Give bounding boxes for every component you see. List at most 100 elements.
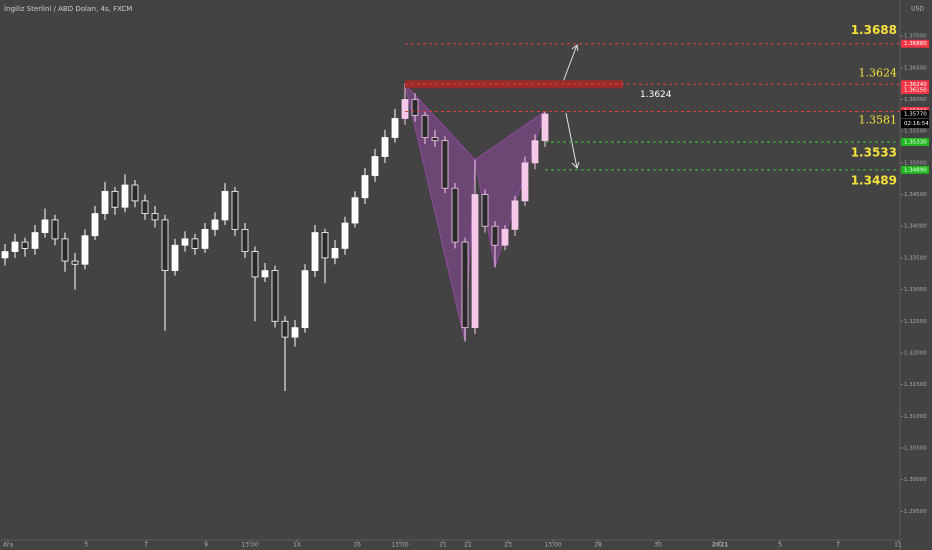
candle-body <box>321 232 329 259</box>
level-label: 1.3533 <box>851 145 897 159</box>
price-tag-label: 1.35770 <box>904 112 927 118</box>
candle-body <box>421 114 429 138</box>
zone-label: 1.3624 <box>640 90 672 100</box>
y-tick-label: 1.35000 <box>904 160 927 166</box>
harmonic-pattern <box>404 82 476 342</box>
candle-body <box>451 187 459 243</box>
x-tick-label: 13:00 <box>391 542 408 549</box>
y-tick-label: 1.36000 <box>904 97 927 103</box>
x-tick-label: 16 <box>353 542 361 549</box>
x-tick-label: 11 <box>894 542 902 549</box>
candle-body <box>61 238 69 262</box>
price-tag <box>901 80 929 89</box>
candle-body <box>481 194 489 227</box>
arrow-down <box>565 112 580 169</box>
y-tick-label: 1.30000 <box>904 477 927 483</box>
price-tag <box>901 85 929 94</box>
candle-body <box>391 118 399 138</box>
countdown-box <box>901 119 929 129</box>
level-label: 1.3581 <box>859 114 898 127</box>
candle-body <box>381 137 389 157</box>
x-tick-label: 13:00 <box>241 542 258 549</box>
candle-body <box>501 228 509 246</box>
candle-body <box>341 222 349 249</box>
candle-body <box>441 140 449 189</box>
price-tag-label: 1.36240 <box>904 82 927 88</box>
candle-body <box>471 194 479 329</box>
candle-body <box>101 190 109 214</box>
y-tick-label: 1.31000 <box>904 414 927 420</box>
x-tick-label: 7 <box>144 542 148 549</box>
countdown: 02:16:54 <box>904 121 929 127</box>
candle-body <box>281 320 289 338</box>
candle-body <box>531 140 539 164</box>
candle-body <box>51 219 59 240</box>
candle-body <box>231 190 239 230</box>
y-tick-label: 1.32500 <box>904 319 927 325</box>
candle-body <box>71 260 79 265</box>
candle-body <box>181 238 189 246</box>
x-tick-label: Ara <box>3 542 14 549</box>
candle-body <box>521 162 529 202</box>
x-tick-label: 14 <box>293 542 301 549</box>
candle-body <box>111 190 119 208</box>
candle-body <box>261 270 269 278</box>
level-label: 1.3489 <box>851 173 897 187</box>
candle-body <box>351 197 359 224</box>
price-tag <box>901 110 929 119</box>
candle-body <box>241 228 249 252</box>
level-label: 1.3688 <box>851 23 897 37</box>
y-tick-label: 1.32000 <box>904 350 927 356</box>
y-tick-label: 1.29500 <box>904 509 927 515</box>
candle-body <box>331 248 339 259</box>
y-tick-label: 1.33000 <box>904 287 927 293</box>
candle-body <box>171 244 179 271</box>
price-tag <box>901 165 929 174</box>
candle-body <box>511 200 519 230</box>
y-unit: USD <box>911 6 924 13</box>
candle-body <box>541 113 549 142</box>
arrow-up <box>562 44 579 83</box>
y-tick-label: 1.30500 <box>904 446 927 452</box>
price-tag <box>901 39 929 48</box>
x-tick-label: 30 <box>654 542 662 549</box>
candle-body <box>491 225 499 246</box>
y-tick-label: 1.37000 <box>904 34 927 40</box>
candle-body <box>221 190 229 221</box>
price-tag-label: 1.34890 <box>904 167 927 173</box>
y-tick-label: 1.34000 <box>904 224 927 230</box>
candle-body <box>131 184 139 202</box>
candle-body <box>431 137 439 142</box>
candle-body <box>361 175 369 199</box>
candle-body <box>271 270 279 322</box>
candle-body <box>11 241 19 252</box>
candle-body <box>371 156 379 176</box>
candle-body <box>201 228 209 249</box>
candle-body <box>401 99 409 119</box>
candle-body <box>1 251 9 259</box>
x-tick-label: 7 <box>836 542 840 549</box>
candle-body <box>41 219 49 233</box>
x-tick-label: 21 <box>439 542 447 549</box>
plot <box>1 82 549 391</box>
price-tag-label: 1.36880 <box>904 41 927 47</box>
candle-body <box>301 270 309 329</box>
candle-body <box>31 232 39 249</box>
y-tick-label: 1.34500 <box>904 192 927 198</box>
candle-body <box>291 327 299 338</box>
candle-body <box>251 251 259 278</box>
chart-title: İngiliz Sterlini / ABD Doları, 4s, FXCM <box>4 4 132 13</box>
x-tick-label: 3 <box>84 542 88 549</box>
candle-body <box>21 241 29 249</box>
level-label: 1.3624 <box>859 66 898 79</box>
x-tick-label: 22 <box>464 542 472 549</box>
candle-body <box>461 241 469 329</box>
x-tick-label: 13:00 <box>544 542 561 549</box>
x-tick-label: 23 <box>504 542 512 549</box>
candle-body <box>141 200 149 214</box>
x-tick-label: 2021 <box>712 542 729 549</box>
price-tag-label: 1.36150 <box>904 87 927 93</box>
x-tick-label: 9 <box>204 542 208 549</box>
x-tick-label: 28 <box>594 542 602 549</box>
